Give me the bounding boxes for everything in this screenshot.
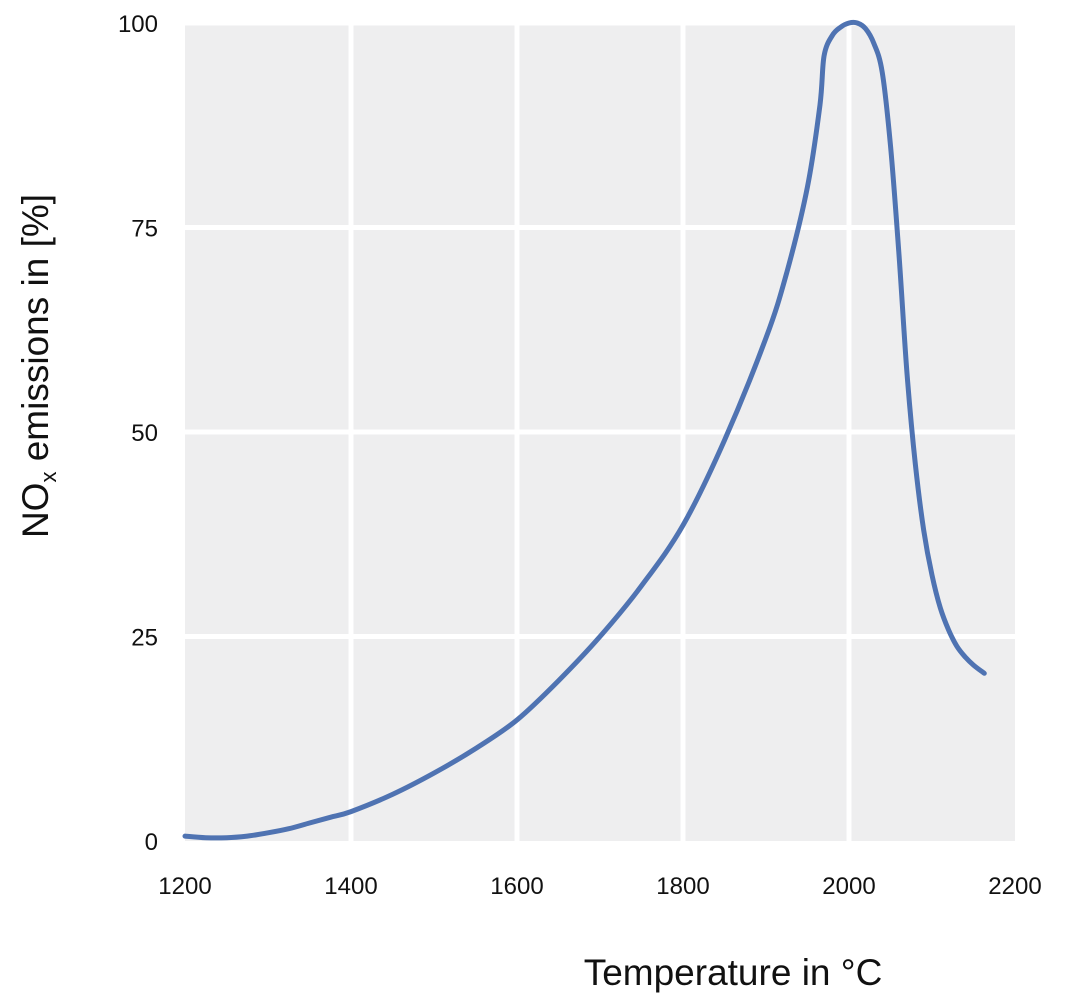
y-tick-label: 0 — [145, 829, 158, 856]
x-tick-label: 2000 — [822, 873, 875, 900]
y-axis-title-rest: emissions in [%] — [15, 194, 56, 472]
y-tick-label: 75 — [131, 216, 158, 243]
y-tick-label: 50 — [131, 420, 158, 447]
x-tick-label: 2200 — [988, 873, 1041, 900]
y-axis-title-main: NO — [15, 483, 56, 539]
x-tick-label: 1600 — [490, 873, 543, 900]
series-line — [182, 19, 987, 841]
y-tick-labels: 0 25 50 75 100 — [118, 11, 158, 856]
x-axis-title: Temperature in °C — [584, 952, 883, 993]
y-tick-label: 100 — [118, 11, 158, 38]
x-tick-label: 1400 — [324, 873, 377, 900]
y-axis-title: NOx emissions in [%] — [15, 194, 61, 538]
grid — [185, 20, 1015, 841]
y-axis-title-subscript: x — [36, 472, 61, 483]
series-group — [182, 19, 987, 841]
x-tick-label: 1200 — [158, 873, 211, 900]
x-tick-label: 1800 — [656, 873, 709, 900]
y-tick-label: 25 — [131, 625, 158, 652]
x-tick-labels: 1200 1400 1600 1800 2000 2200 — [158, 873, 1041, 900]
